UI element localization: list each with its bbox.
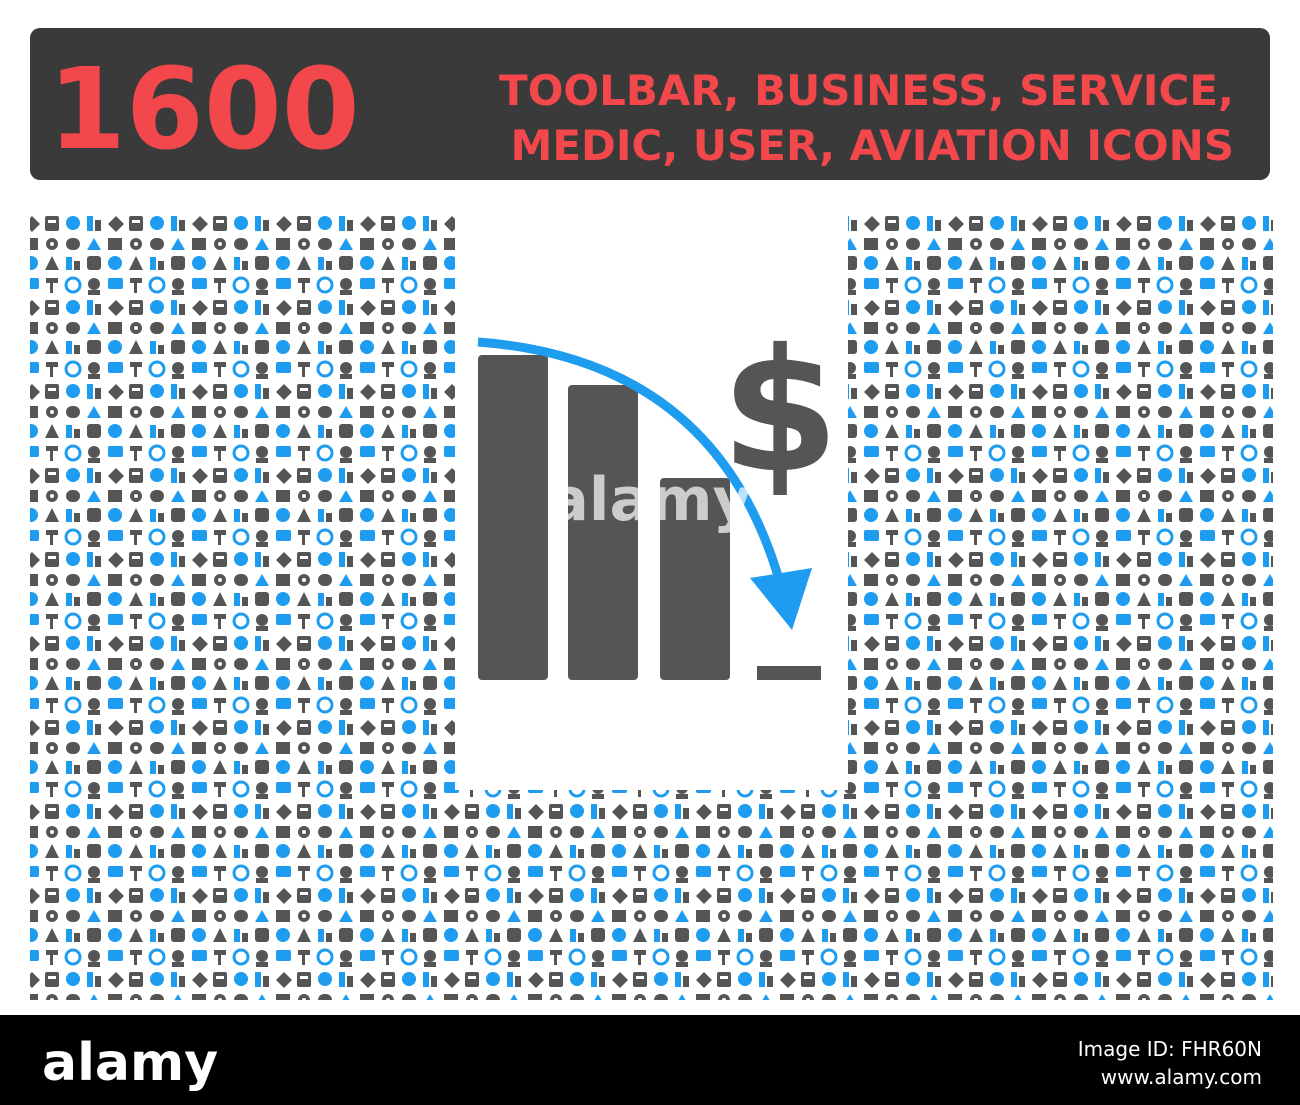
watermark: alamy xyxy=(548,465,751,535)
icon-grid xyxy=(30,790,1273,1000)
banner xyxy=(30,28,1270,180)
footer xyxy=(0,1015,1300,1105)
footer-url: www.alamy.com xyxy=(1101,1065,1262,1089)
footer-brand: alamy xyxy=(42,1033,218,1093)
footer-id: Image ID: FHR60N xyxy=(1078,1037,1262,1061)
icon-grid xyxy=(848,215,1273,790)
dollar-symbol: $ xyxy=(721,313,839,511)
banner-line: MEDIC, USER, AVIATION ICONS xyxy=(511,121,1234,170)
banner-line: TOOLBAR, BUSINESS, SERVICE, xyxy=(499,66,1234,115)
banner-count: 1600 xyxy=(48,45,360,175)
main-icon: $ xyxy=(477,313,839,680)
icon-grid xyxy=(30,215,455,790)
